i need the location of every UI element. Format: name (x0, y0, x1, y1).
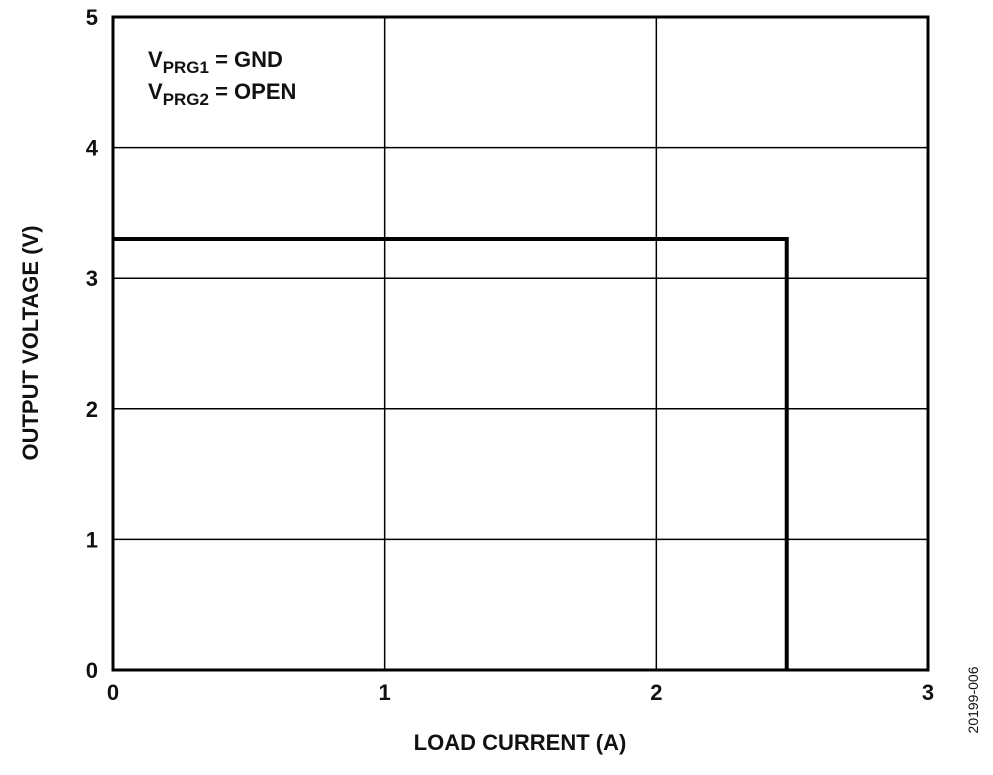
y-tick-label: 4 (86, 136, 99, 161)
x-tick-label: 3 (922, 680, 934, 705)
annotation-2: VPRG2 = OPEN (148, 79, 296, 109)
series-line (113, 237, 789, 670)
x-tick-labels: 0 1 2 3 (107, 680, 934, 705)
x-tick-label: 1 (379, 680, 391, 705)
grid (112, 16, 929, 671)
series (113, 237, 789, 670)
x-tick-label: 0 (107, 680, 119, 705)
x-axis-label: LOAD CURRENT (A) (414, 730, 627, 755)
y-tick-labels: 0 1 2 3 4 5 (86, 5, 99, 683)
y-axis-label: OUTPUT VOLTAGE (V) (18, 225, 43, 460)
y-tick-label: 3 (86, 266, 98, 291)
x-tick-label: 2 (650, 680, 662, 705)
annotation-1: VPRG1 = GND (148, 47, 283, 77)
y-tick-label: 0 (86, 658, 98, 683)
y-tick-label: 2 (86, 397, 98, 422)
y-tick-label: 1 (86, 527, 98, 552)
plot-frame (111, 15, 930, 672)
y-tick-label: 5 (86, 5, 98, 30)
figure-id: 20199-006 (965, 666, 981, 733)
